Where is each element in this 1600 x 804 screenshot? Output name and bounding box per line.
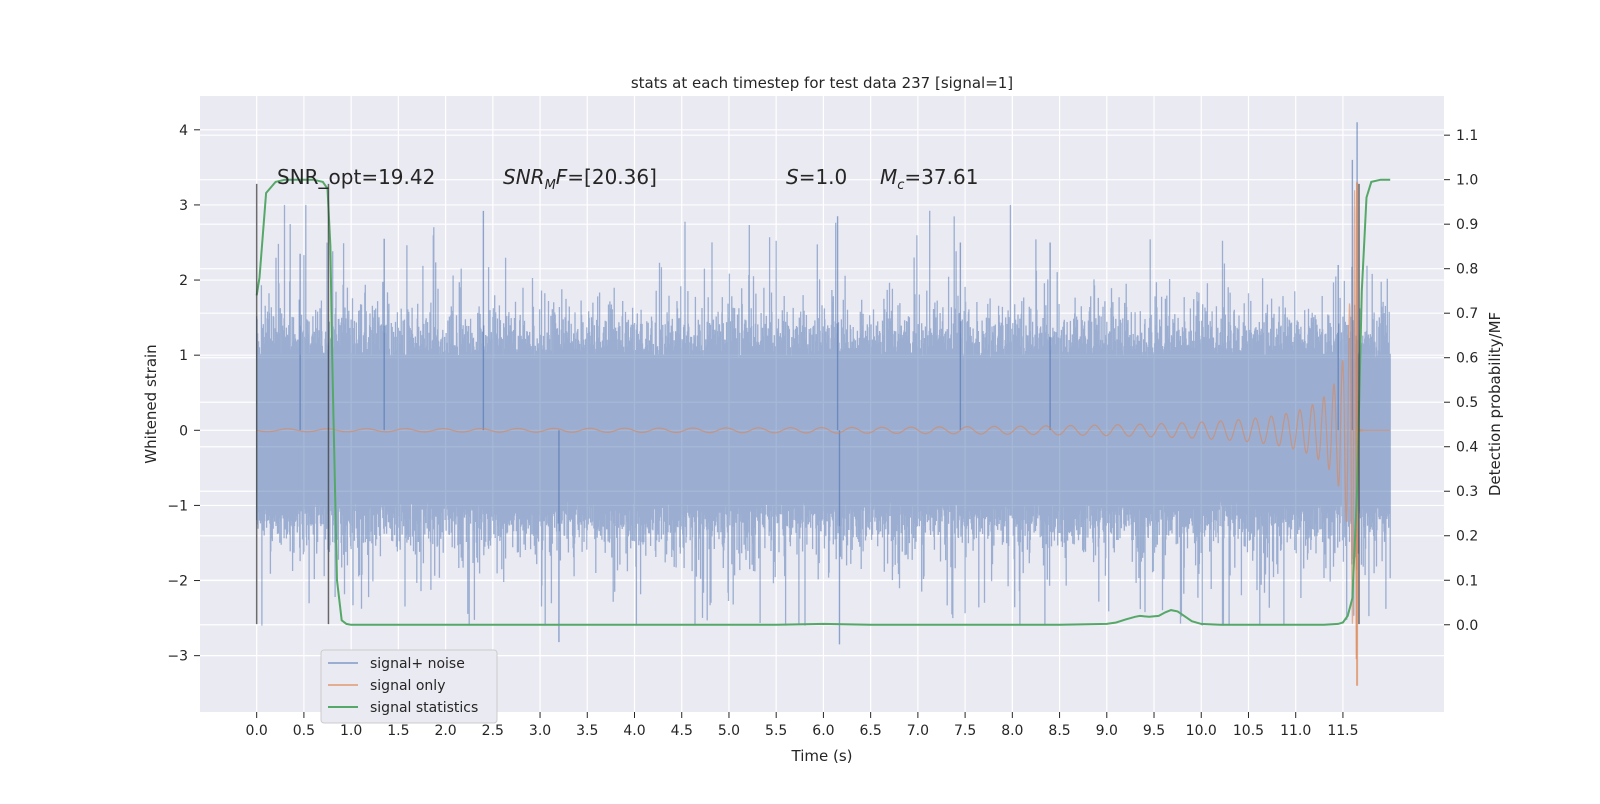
annotation-s: S=1.0 <box>786 165 847 189</box>
y-tick-label: −2 <box>167 574 188 590</box>
y2-tick-label: 0.1 <box>1456 573 1478 589</box>
x-tick-label: 4.5 <box>671 723 693 739</box>
y2-tick-label: 0.2 <box>1456 529 1478 545</box>
y2-tick-label: 0.8 <box>1456 262 1478 278</box>
y-tick-label: 3 <box>179 198 188 214</box>
legend: signal+ noise signal only signal statist… <box>320 649 498 724</box>
x-axis-label: Time (s) <box>791 747 853 765</box>
x-tick-label: 6.5 <box>860 723 882 739</box>
x-tick-label: 5.0 <box>718 723 740 739</box>
y2-tick-label: 0.0 <box>1456 618 1478 634</box>
y-tick-label: 1 <box>179 348 188 364</box>
x-tick-label: 10.0 <box>1186 723 1217 739</box>
x-tick-label: 10.5 <box>1233 723 1264 739</box>
series-signal-only <box>256 182 1391 686</box>
x-tick-label: 0.5 <box>293 723 315 739</box>
legend-label-signal-only: signal only <box>370 678 445 694</box>
x-tick-label: 8.0 <box>1001 723 1023 739</box>
x-tick-label: 7.0 <box>907 723 929 739</box>
y-tick-label: −3 <box>167 649 188 665</box>
x-tick-label: 7.5 <box>954 723 976 739</box>
legend-label-signal-statistics: signal statistics <box>370 700 478 716</box>
chart-title: stats at each timestep for test data 237… <box>631 74 1013 92</box>
vertical-markers <box>255 183 1360 625</box>
x-tick-label: 1.0 <box>340 723 362 739</box>
x-tick-label: 2.5 <box>482 723 504 739</box>
x-tick-label: 2.0 <box>434 723 456 739</box>
x-tick-label: 6.0 <box>812 723 834 739</box>
x-tick-label: 5.5 <box>765 723 787 739</box>
y2-tick-label: 0.4 <box>1456 440 1478 456</box>
series-signal-statistics <box>255 178 1391 626</box>
y2-tick-label: 0.5 <box>1456 395 1478 411</box>
y2-tick-label: 0.7 <box>1456 306 1478 322</box>
annotation-mc: Mc=37.61 <box>880 165 978 193</box>
statistics-line <box>255 178 1391 626</box>
y2-tick-label: 0.6 <box>1456 351 1478 367</box>
x-tick-label: 8.5 <box>1048 723 1070 739</box>
legend-label-signal-noise: signal+ noise <box>370 656 465 672</box>
y2-tick-label: 1.0 <box>1456 173 1478 189</box>
chirp-trace <box>256 190 1391 660</box>
x-tick-label: 4.0 <box>623 723 645 739</box>
x-tick-label: 11.5 <box>1327 723 1358 739</box>
x-tick-label: 9.0 <box>1096 723 1118 739</box>
y-tick-label: 4 <box>179 123 188 139</box>
y2-axis-label: Detection probability/MF <box>1486 312 1504 496</box>
annotations: SNR_opt=19.42 SNRMF=[20.36] S=1.0 Mc=37.… <box>277 165 978 193</box>
y-tick-label: 2 <box>179 273 188 289</box>
annotation-snr-mf: SNRMF=[20.36] <box>503 165 657 193</box>
annotation-snr-opt: SNR_opt=19.42 <box>277 165 435 189</box>
y2-tick-label: 0.9 <box>1456 217 1478 233</box>
y2-tick-label: 1.1 <box>1456 128 1478 144</box>
x-tick-label: 3.0 <box>529 723 551 739</box>
y2-tick-label: 0.3 <box>1456 484 1478 500</box>
x-tick-label: 11.0 <box>1280 723 1311 739</box>
y-axis-label: Whitened strain <box>142 344 160 463</box>
x-tick-label: 9.5 <box>1143 723 1165 739</box>
y-tick-label: 0 <box>179 423 188 439</box>
axes: 0.0 0.5 1.0 1.5 2.0 2.5 3.0 3.5 4.0 4.5 5.0 5.5 6.0 6… <box>167 123 1478 739</box>
x-tick-label: 1.5 <box>387 723 409 739</box>
x-tick-label: 0.0 <box>246 723 268 739</box>
legend-box <box>320 649 498 724</box>
y-tick-label: −1 <box>167 498 188 514</box>
x-tick-label: 3.5 <box>576 723 598 739</box>
